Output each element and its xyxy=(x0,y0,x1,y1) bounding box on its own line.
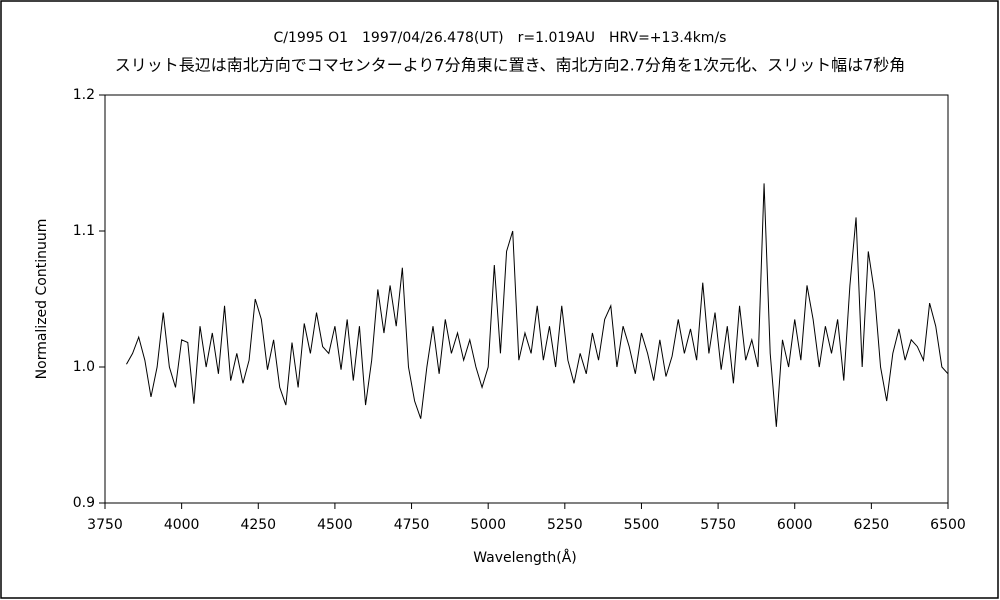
y-tick-label: 1.0 xyxy=(73,359,95,375)
x-tick-label: 6250 xyxy=(854,517,890,533)
x-tick-label: 5500 xyxy=(624,517,660,533)
y-tick-label: 1.2 xyxy=(73,87,95,103)
spectrum-line xyxy=(126,183,949,427)
x-tick-label: 5000 xyxy=(470,517,506,533)
y-axis-label: Normalized Continuum xyxy=(34,219,50,380)
chart-title: C/1995 O1 1997/04/26.478(UT) r=1.019AU H… xyxy=(274,30,727,46)
x-tick-label: 6500 xyxy=(930,517,966,533)
x-axis-label: Wavelength(Å) xyxy=(473,549,577,566)
x-tick-label: 6000 xyxy=(777,517,813,533)
y-tick-label: 1.1 xyxy=(73,223,95,239)
x-tick-label: 5250 xyxy=(547,517,583,533)
x-tick-label: 4750 xyxy=(394,517,430,533)
chart-subtitle: スリット長辺は南北方向でコマセンターより7分角東に置き、南北方向2.7分角を1次… xyxy=(115,56,906,75)
x-tick-label: 4250 xyxy=(240,517,276,533)
x-tick-label: 4000 xyxy=(164,517,200,533)
x-tick-label: 5750 xyxy=(700,517,736,533)
x-tick-label: 4500 xyxy=(317,517,353,533)
plot-area xyxy=(104,94,949,504)
y-tick-label: 0.9 xyxy=(73,495,95,511)
x-tick-label: 3750 xyxy=(87,517,123,533)
